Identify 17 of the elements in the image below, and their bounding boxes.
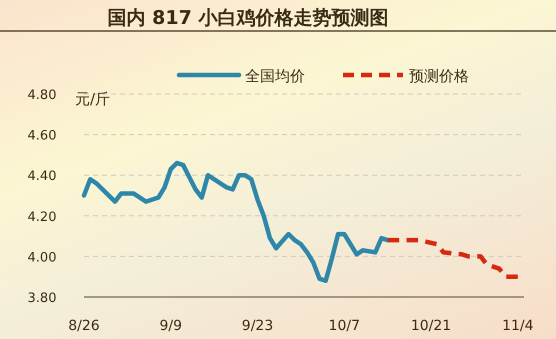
legend-label: 全国均价 [245, 67, 305, 85]
x-tick-label: 9/23 [242, 318, 274, 334]
x-tick-label: 9/9 [159, 318, 182, 334]
line-series [82, 160, 390, 284]
x-tick-label: 10/21 [410, 318, 452, 334]
x-tick-label: 8/26 [68, 318, 100, 334]
x-tick-label: 10/7 [328, 318, 360, 334]
y-tick-label: 3.80 [28, 291, 56, 306]
y-tick-label: 4.00 [28, 250, 56, 266]
y-tick-label: 4.20 [28, 210, 56, 225]
y-axis-title: 元/斤 [75, 90, 110, 108]
y-tick-label: 4.60 [28, 128, 56, 144]
x-tick-label: 11/4 [502, 318, 534, 334]
y-tick-label: 4.40 [28, 169, 56, 184]
chart-title: 国内 817 小白鸡价格走势预测图 [108, 7, 388, 29]
legend-label: 预测价格 [409, 67, 469, 85]
y-tick-label: 4.80 [28, 88, 56, 103]
